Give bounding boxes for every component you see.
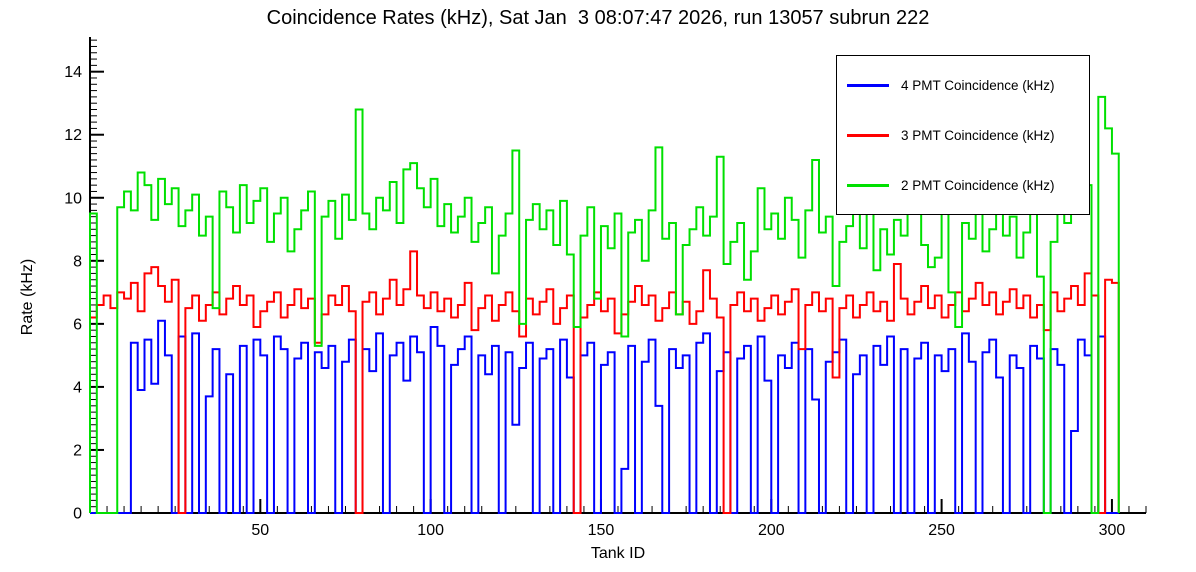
- svg-text:150: 150: [588, 522, 615, 539]
- series-4pmt-line: [90, 319, 1119, 514]
- svg-text:8: 8: [73, 253, 82, 270]
- svg-text:300: 300: [1099, 522, 1126, 539]
- series-3pmt-line: [89, 250, 1120, 514]
- legend-label-2pmt: 2 PMT Coincidence (kHz): [901, 177, 1055, 193]
- y-axis-label: Rate (kHz): [19, 258, 36, 336]
- svg-text:250: 250: [928, 522, 955, 539]
- legend-swatch-2pmt: [847, 183, 889, 187]
- svg-text:200: 200: [758, 522, 785, 539]
- legend-item: 2 PMT Coincidence (kHz): [837, 178, 1089, 193]
- chart-title: Coincidence Rates (kHz), Sat Jan 3 08:07…: [266, 7, 930, 29]
- legend-item: 3 PMT Coincidence (kHz): [837, 128, 1089, 143]
- legend-label-3pmt: 3 PMT Coincidence (kHz): [901, 127, 1055, 143]
- svg-text:10: 10: [64, 190, 82, 207]
- svg-text:100: 100: [417, 522, 444, 539]
- legend-label-4pmt: 4 PMT Coincidence (kHz): [901, 77, 1055, 93]
- svg-text:0: 0: [73, 506, 82, 523]
- svg-text:12: 12: [64, 127, 82, 144]
- legend: 4 PMT Coincidence (kHz) 3 PMT Coincidenc…: [836, 55, 1090, 215]
- x-axis-label: Tank ID: [590, 545, 646, 562]
- svg-text:6: 6: [73, 316, 82, 333]
- svg-text:50: 50: [251, 522, 269, 539]
- svg-text:2: 2: [73, 442, 82, 459]
- svg-text:14: 14: [64, 64, 82, 81]
- legend-swatch-3pmt: [847, 133, 889, 137]
- legend-swatch-4pmt: [847, 83, 889, 87]
- svg-text:4: 4: [73, 379, 82, 396]
- legend-item: 4 PMT Coincidence (kHz): [837, 78, 1089, 93]
- series-2pmt-line: [89, 95, 1120, 514]
